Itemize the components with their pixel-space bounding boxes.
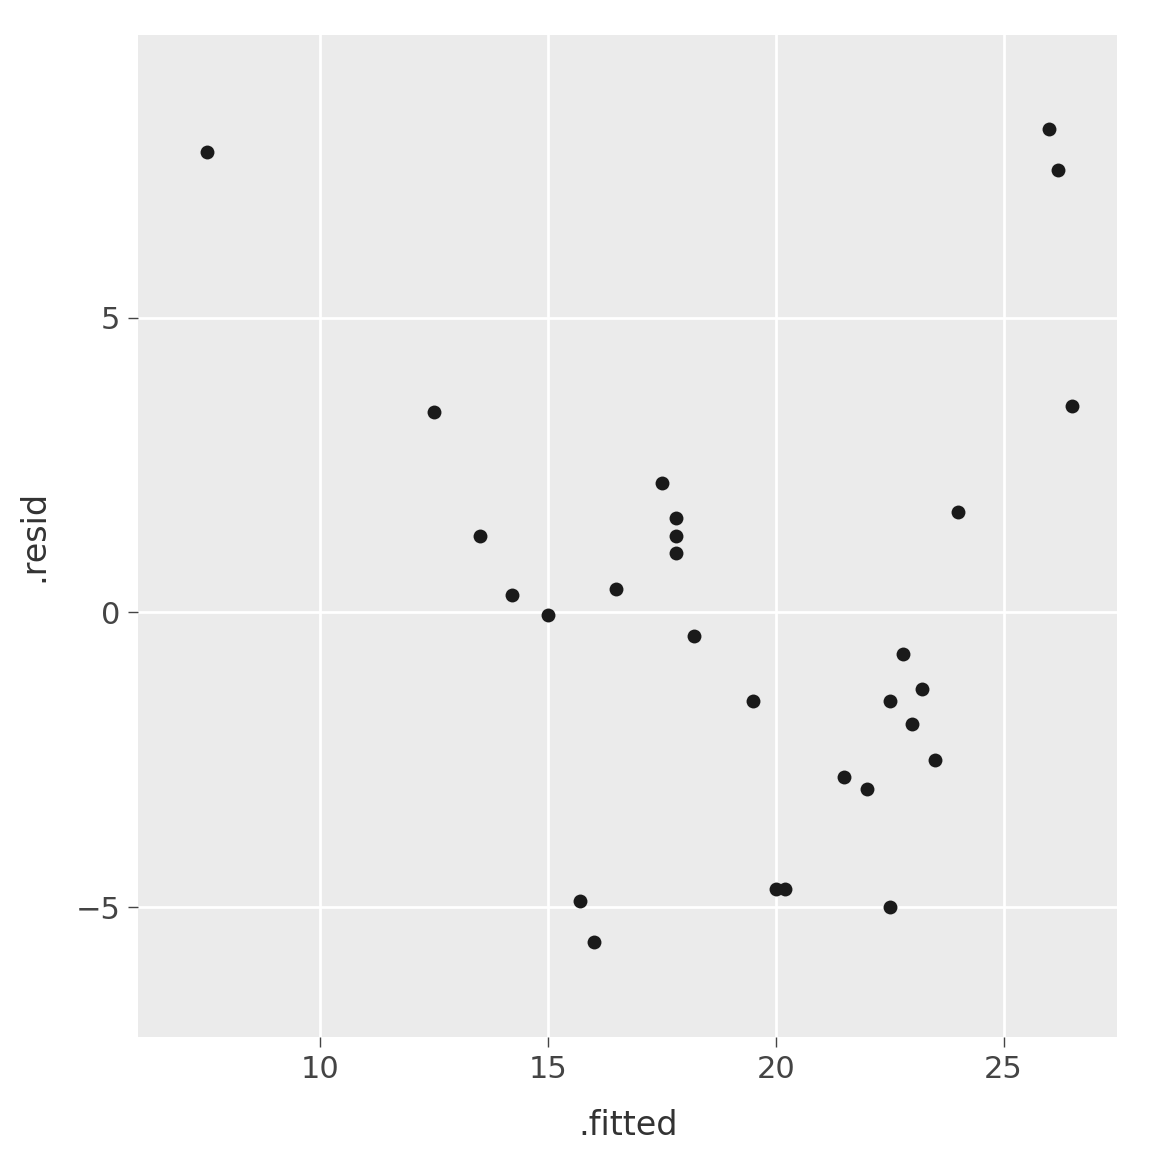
Point (912, 680, 931, 698)
Point (539, 606, 558, 624)
Point (926, 750, 945, 768)
Point (949, 503, 968, 522)
Point (197, 143, 215, 161)
Point (775, 880, 794, 899)
Point (903, 715, 922, 734)
Point (858, 780, 877, 798)
Point (667, 544, 685, 562)
X-axis label: .fitted: .fitted (578, 1109, 677, 1142)
Point (880, 897, 899, 916)
Point (1049, 161, 1068, 180)
Point (880, 691, 899, 710)
Point (584, 933, 602, 952)
Point (653, 473, 672, 492)
Point (1062, 396, 1081, 415)
Point (835, 768, 854, 787)
Point (570, 892, 589, 910)
Point (607, 579, 626, 598)
Point (1040, 120, 1059, 138)
Point (744, 691, 763, 710)
Point (425, 403, 444, 422)
Y-axis label: .resid: .resid (17, 490, 51, 582)
Point (471, 526, 490, 545)
Point (684, 627, 703, 645)
Point (894, 644, 912, 662)
Point (667, 526, 685, 545)
Point (502, 585, 521, 604)
Point (667, 509, 685, 528)
Point (766, 880, 785, 899)
